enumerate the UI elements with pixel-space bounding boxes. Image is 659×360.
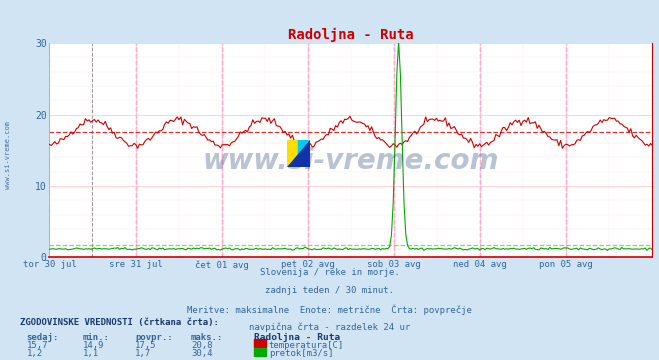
Bar bbox=[287, 140, 298, 167]
Text: 15,7: 15,7 bbox=[26, 341, 48, 350]
Text: sedaj:: sedaj: bbox=[26, 333, 59, 342]
Text: 1,2: 1,2 bbox=[26, 349, 42, 358]
Title: Radoljna - Ruta: Radoljna - Ruta bbox=[288, 28, 414, 42]
Text: www.si-vreme.com: www.si-vreme.com bbox=[203, 147, 499, 175]
Text: min.:: min.: bbox=[82, 333, 109, 342]
Text: maks.:: maks.: bbox=[191, 333, 223, 342]
Text: temperatura[C]: temperatura[C] bbox=[269, 341, 344, 350]
Text: 1,1: 1,1 bbox=[82, 349, 98, 358]
Text: Meritve: maksimalne  Enote: metrične  Črta: povprečje: Meritve: maksimalne Enote: metrične Črta… bbox=[187, 304, 472, 315]
Text: 17,5: 17,5 bbox=[135, 341, 157, 350]
Text: navpična črta - razdelek 24 ur: navpična črta - razdelek 24 ur bbox=[249, 322, 410, 332]
Text: pretok[m3/s]: pretok[m3/s] bbox=[269, 349, 333, 358]
Text: Slovenija / reke in morje.: Slovenija / reke in morje. bbox=[260, 268, 399, 277]
Text: 30,4: 30,4 bbox=[191, 349, 213, 358]
Bar bbox=[298, 140, 310, 167]
Text: 1,7: 1,7 bbox=[135, 349, 151, 358]
Text: ZGODOVINSKE VREDNOSTI (črtkana črta):: ZGODOVINSKE VREDNOSTI (črtkana črta): bbox=[20, 318, 219, 327]
Text: zadnji teden / 30 minut.: zadnji teden / 30 minut. bbox=[265, 286, 394, 295]
Text: Radoljna - Ruta: Radoljna - Ruta bbox=[254, 333, 340, 342]
Text: 14,9: 14,9 bbox=[82, 341, 104, 350]
Text: 20,8: 20,8 bbox=[191, 341, 213, 350]
Polygon shape bbox=[287, 140, 310, 167]
Text: povpr.:: povpr.: bbox=[135, 333, 173, 342]
Text: www.si-vreme.com: www.si-vreme.com bbox=[5, 121, 11, 189]
